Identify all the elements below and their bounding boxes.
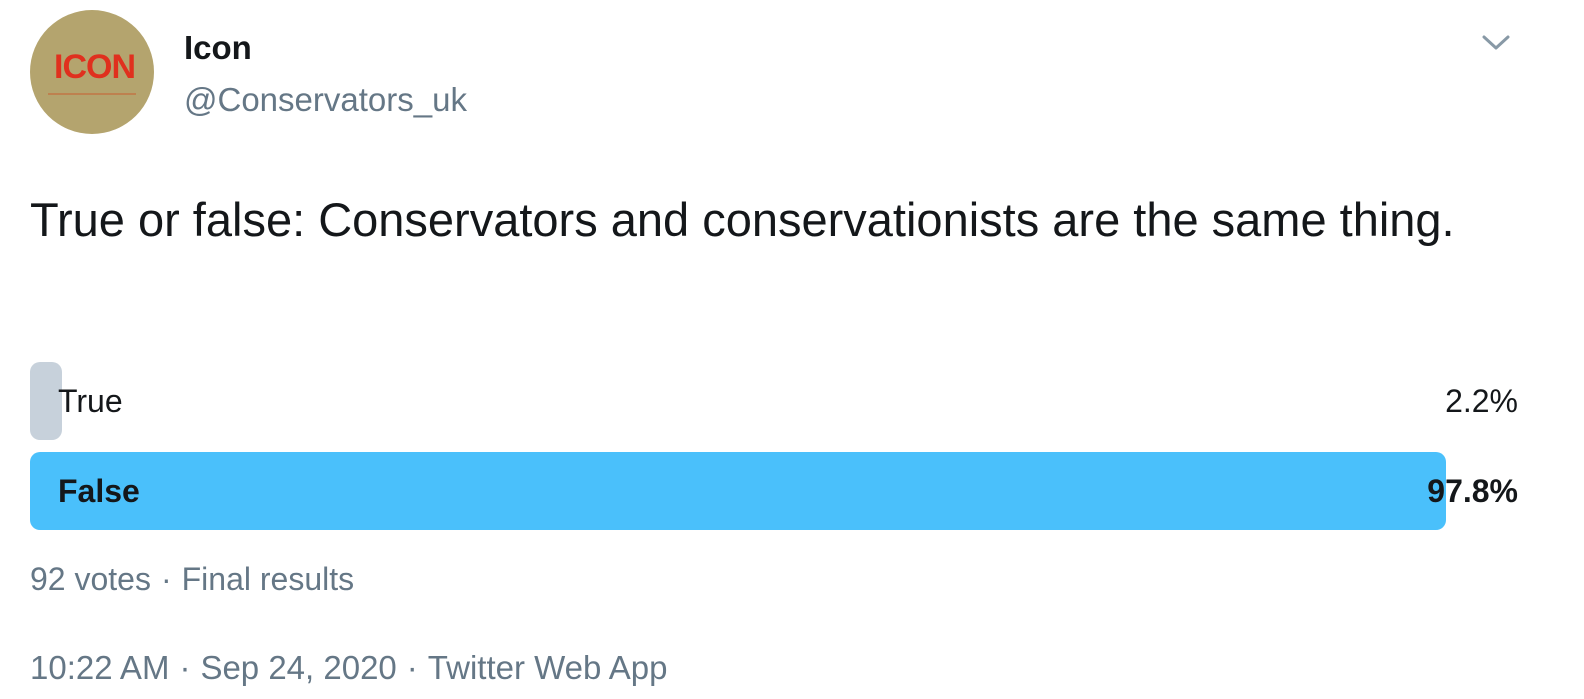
icon-logo: ICON [54, 48, 136, 86]
author-handle[interactable]: @Conservators_uk [184, 81, 467, 118]
poll-bar-false [30, 452, 1446, 530]
poll-option-true: True 2.2% [30, 362, 1518, 440]
poll-status: Final results [181, 561, 355, 597]
avatar[interactable]: ICON [30, 10, 154, 134]
separator: · [179, 649, 191, 686]
poll-option-label: False [58, 473, 140, 509]
tweet-date[interactable]: Sep 24, 2020 [200, 649, 397, 686]
separator: · [160, 561, 172, 597]
poll-option-label: True [58, 383, 123, 419]
poll-bar-true [30, 362, 62, 440]
tweet-text: True or false: Conservators and conserva… [30, 193, 1455, 246]
poll-option-percent: 2.2% [1445, 383, 1518, 419]
author-name[interactable]: Icon [184, 29, 252, 66]
logo-rule [48, 93, 136, 95]
tweet-time[interactable]: 10:22 AM [30, 649, 170, 686]
tweet-source[interactable]: Twitter Web App [427, 649, 668, 686]
poll-meta: 92 votes · Final results [30, 560, 354, 598]
poll-option-percent: 97.8% [1427, 473, 1518, 509]
vote-count: 92 votes [30, 561, 151, 597]
tweet-footer: 10:22 AM · Sep 24, 2020 · Twitter Web App [30, 648, 667, 688]
chevron-down-icon[interactable] [1476, 28, 1516, 58]
poll-option-false: False 97.8% [30, 452, 1518, 530]
separator: · [406, 649, 418, 686]
